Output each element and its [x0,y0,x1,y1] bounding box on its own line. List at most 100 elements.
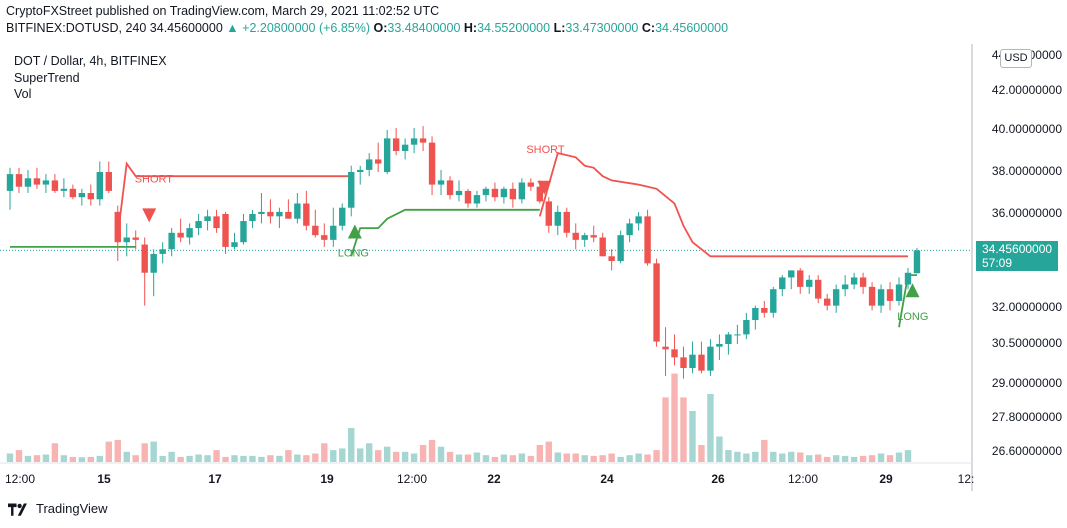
open-value: 33.48400000 [387,21,461,35]
candle-body [383,138,391,172]
volume-bar [500,454,508,462]
volume-bar [132,455,139,462]
volume-bar [321,443,328,462]
volume-bar [779,453,786,462]
candle-body [437,180,445,185]
low-label: L: [553,21,566,35]
volume-bar [330,450,337,462]
volume-bar [877,453,885,462]
candle-body [15,174,23,187]
publisher-line: CryptoFXStreet published on TradingView.… [6,4,440,18]
volume-bar [868,455,876,462]
candle-body [6,174,14,191]
candle-body [770,289,777,313]
candle-body [204,216,211,222]
volume-bar [33,455,41,462]
legend-supertrend[interactable]: SuperTrend [14,70,80,85]
candle-body [464,190,472,204]
time-axis-label: 29 [879,472,893,486]
candle-body [96,172,103,200]
candle-body [455,190,463,196]
volume-bar [222,456,229,462]
candle-body [904,272,912,285]
volume-bar [339,448,346,462]
volume-bar [267,455,274,462]
candle-body [707,346,714,371]
volume-bar [419,445,427,462]
candle-body [258,211,265,214]
candle-body [186,228,193,238]
candle-body [294,203,301,219]
candle-body [689,354,696,368]
candle-body [348,172,355,208]
current-price-tag: 34.45600000 57:09 [976,241,1058,271]
candle-body [788,270,795,278]
time-axis-label: 22 [487,472,501,486]
time-axis-label: 12:00 [787,472,819,486]
short-signal-label: SHORT [526,144,565,156]
volume-bar [886,455,894,462]
volume-bar [348,428,355,462]
candle-body [823,298,831,306]
volume-bar [581,455,588,462]
long-signal-arrow-icon [347,224,362,239]
volume-bar [545,441,552,462]
candle-body [671,349,678,358]
candle-body [644,216,651,264]
price-axis-label: 32.00000000 [991,300,1062,314]
volume-bar [249,455,256,462]
candle-body [159,249,166,254]
volume-bar [78,457,86,462]
volume-bar [671,373,678,462]
volume-bar [841,455,849,462]
candle-body [572,232,579,240]
candle-body [339,207,346,226]
candle-body [680,357,687,368]
candle-body [554,211,561,226]
legend-volume[interactable]: Vol [14,87,32,101]
volume-bar [707,394,714,462]
volume-bar [213,450,220,462]
volume-bar [806,455,813,462]
volume-bar [159,455,166,462]
candle-body [716,344,723,347]
candle-body [473,195,481,204]
volume-bar [383,446,391,462]
high-value: 34.55200000 [477,21,551,35]
candle-body [312,225,319,236]
brand[interactable]: TradingView [8,501,108,516]
volume-bar [797,452,804,462]
volume-bar [195,454,202,462]
candle-body [662,346,669,350]
volume-bar [96,455,103,462]
currency-button[interactable]: USD [1000,49,1032,68]
candle-body [868,286,876,306]
volume-bar [635,453,642,462]
candle-body [850,277,858,285]
candle-body [725,334,732,344]
volume-bar [788,451,795,462]
volume-bar [895,452,903,462]
candle-body [509,188,517,200]
volume-bar [491,456,499,462]
low-value: 33.47300000 [565,21,639,35]
candle-body [779,277,786,290]
volume-bar [599,455,606,462]
volume-bar [626,455,633,462]
time-axis-label: 26 [711,472,725,486]
supertrend-down-line [538,152,908,258]
candle-body [545,201,552,226]
volume-bar [87,456,95,462]
volume-bar [24,455,32,462]
volume-bar [850,456,858,462]
volume-bar [482,455,490,462]
volume-bar [680,397,687,462]
short-signal-arrow-icon [142,208,157,223]
candle-body [859,277,867,287]
volume-bar [698,445,705,462]
volume-bar [509,455,517,462]
legend-title[interactable]: DOT / Dollar, 4h, BITFINEX [14,54,167,68]
volume-bar [150,441,157,462]
volume-bar [617,456,624,462]
